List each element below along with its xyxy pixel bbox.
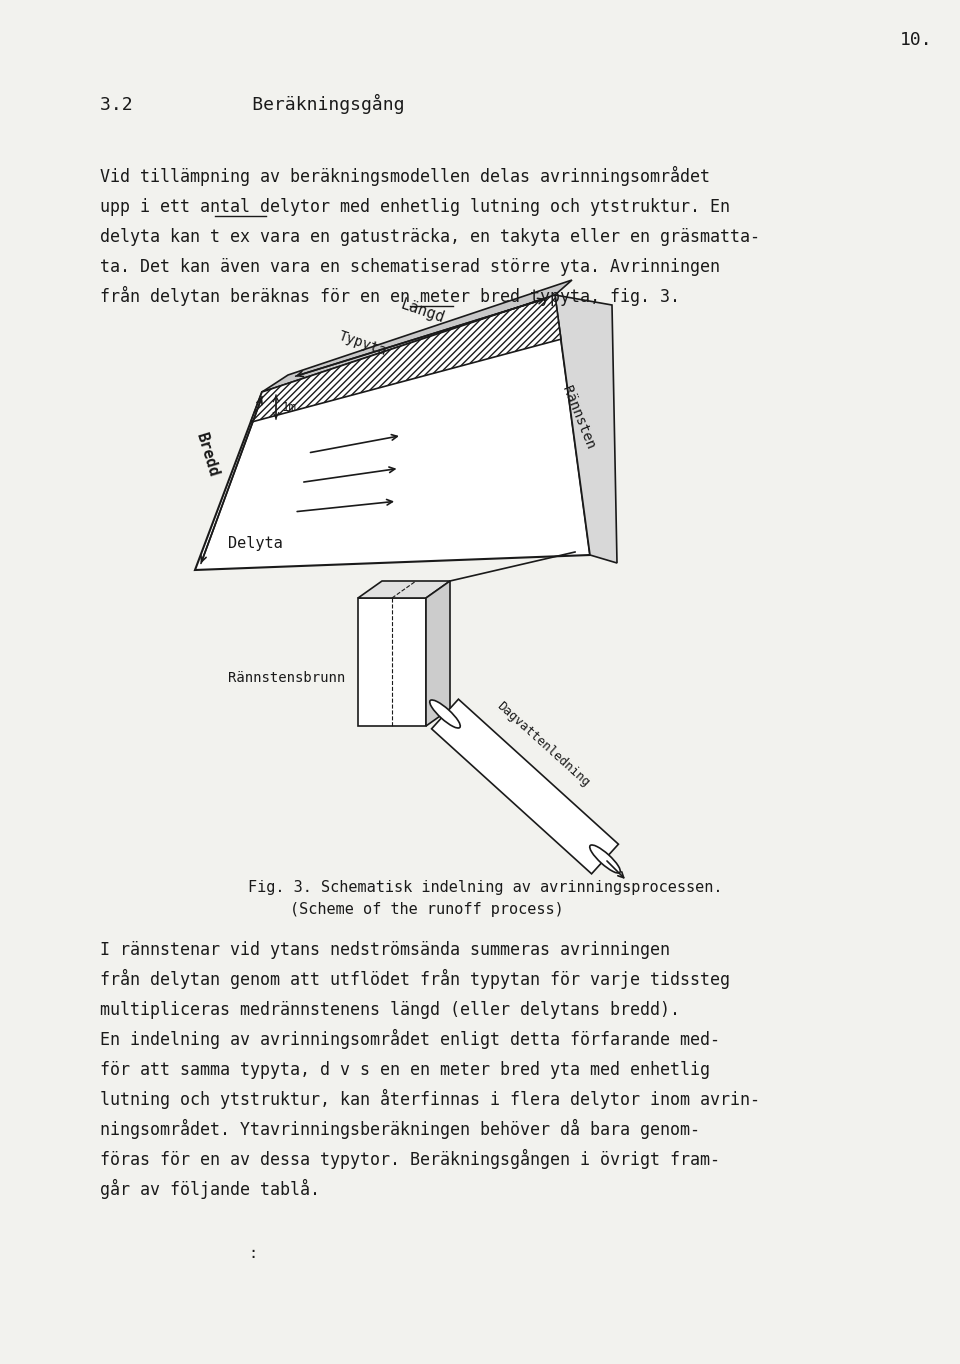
Text: upp i ett antal delytor med enhetlig lutning och ytstruktur. En: upp i ett antal delytor med enhetlig lut… — [100, 198, 730, 216]
Bar — [358, 597, 426, 726]
Text: ta. Det kan även vara en schematiserad större yta. Avrinningen: ta. Det kan även vara en schematiserad s… — [100, 258, 720, 276]
Text: Dagvattenledning: Dagvattenledning — [494, 700, 592, 790]
Text: Rännstensbrunn: Rännstensbrunn — [228, 671, 346, 685]
Text: Bredd: Bredd — [193, 431, 221, 479]
Text: Delyta: Delyta — [228, 536, 283, 551]
Text: (Scheme of the runoff process): (Scheme of the runoff process) — [290, 902, 564, 917]
Text: 3.2           Beräkningsgång: 3.2 Beräkningsgång — [100, 94, 404, 115]
Polygon shape — [555, 295, 617, 563]
Text: Fig. 3. Schematisk indelning av avrinningsprocessen.: Fig. 3. Schematisk indelning av avrinnin… — [248, 880, 723, 895]
Text: ningsområdet. Ytavrinningsberäkningen behöver då bara genom-: ningsområdet. Ytavrinningsberäkningen be… — [100, 1118, 700, 1139]
Text: En indelning av avrinningsområdet enligt detta förfarande med-: En indelning av avrinningsområdet enligt… — [100, 1028, 720, 1049]
Polygon shape — [195, 295, 590, 570]
Text: för att samma typyta, d v s en en meter bred yta med enhetlig: för att samma typyta, d v s en en meter … — [100, 1061, 710, 1079]
Polygon shape — [251, 295, 561, 423]
Polygon shape — [262, 280, 572, 391]
Polygon shape — [426, 581, 450, 726]
Text: från delytan beräknas för en en meter bred typyta, fig. 3.: från delytan beräknas för en en meter br… — [100, 286, 680, 306]
Text: Rännsten: Rännsten — [559, 383, 597, 451]
Text: I rännstenar vid ytans nedströmsända summeras avrinningen: I rännstenar vid ytans nedströmsända sum… — [100, 941, 670, 959]
Text: 1m: 1m — [282, 401, 297, 413]
Polygon shape — [432, 700, 618, 874]
Text: Längd: Längd — [398, 297, 446, 326]
Text: lutning och ytstruktur, kan återfinnas i flera delytor inom avrin-: lutning och ytstruktur, kan återfinnas i… — [100, 1088, 760, 1109]
Text: från delytan genom att utflödet från typytan för varje tidssteg: från delytan genom att utflödet från typ… — [100, 968, 730, 989]
Text: delyta kan t ex vara en gatusträcka, en takyta eller en gräsmatta-: delyta kan t ex vara en gatusträcka, en … — [100, 228, 760, 246]
Text: föras för en av dessa typytor. Beräkningsgången i övrigt fram-: föras för en av dessa typytor. Beräkning… — [100, 1148, 720, 1169]
Ellipse shape — [589, 844, 620, 873]
Text: Vid tillämpning av beräkningsmodellen delas avrinningsområdet: Vid tillämpning av beräkningsmodellen de… — [100, 166, 710, 186]
Text: Typyta: Typyta — [337, 329, 389, 359]
Text: går av följande tablå.: går av följande tablå. — [100, 1178, 320, 1199]
Text: :: : — [248, 1245, 257, 1260]
Polygon shape — [358, 581, 450, 597]
Ellipse shape — [430, 700, 460, 728]
Text: 10.: 10. — [900, 31, 932, 49]
Text: multipliceras medrännstenens längd (eller delytans bredd).: multipliceras medrännstenens längd (elle… — [100, 1001, 680, 1019]
